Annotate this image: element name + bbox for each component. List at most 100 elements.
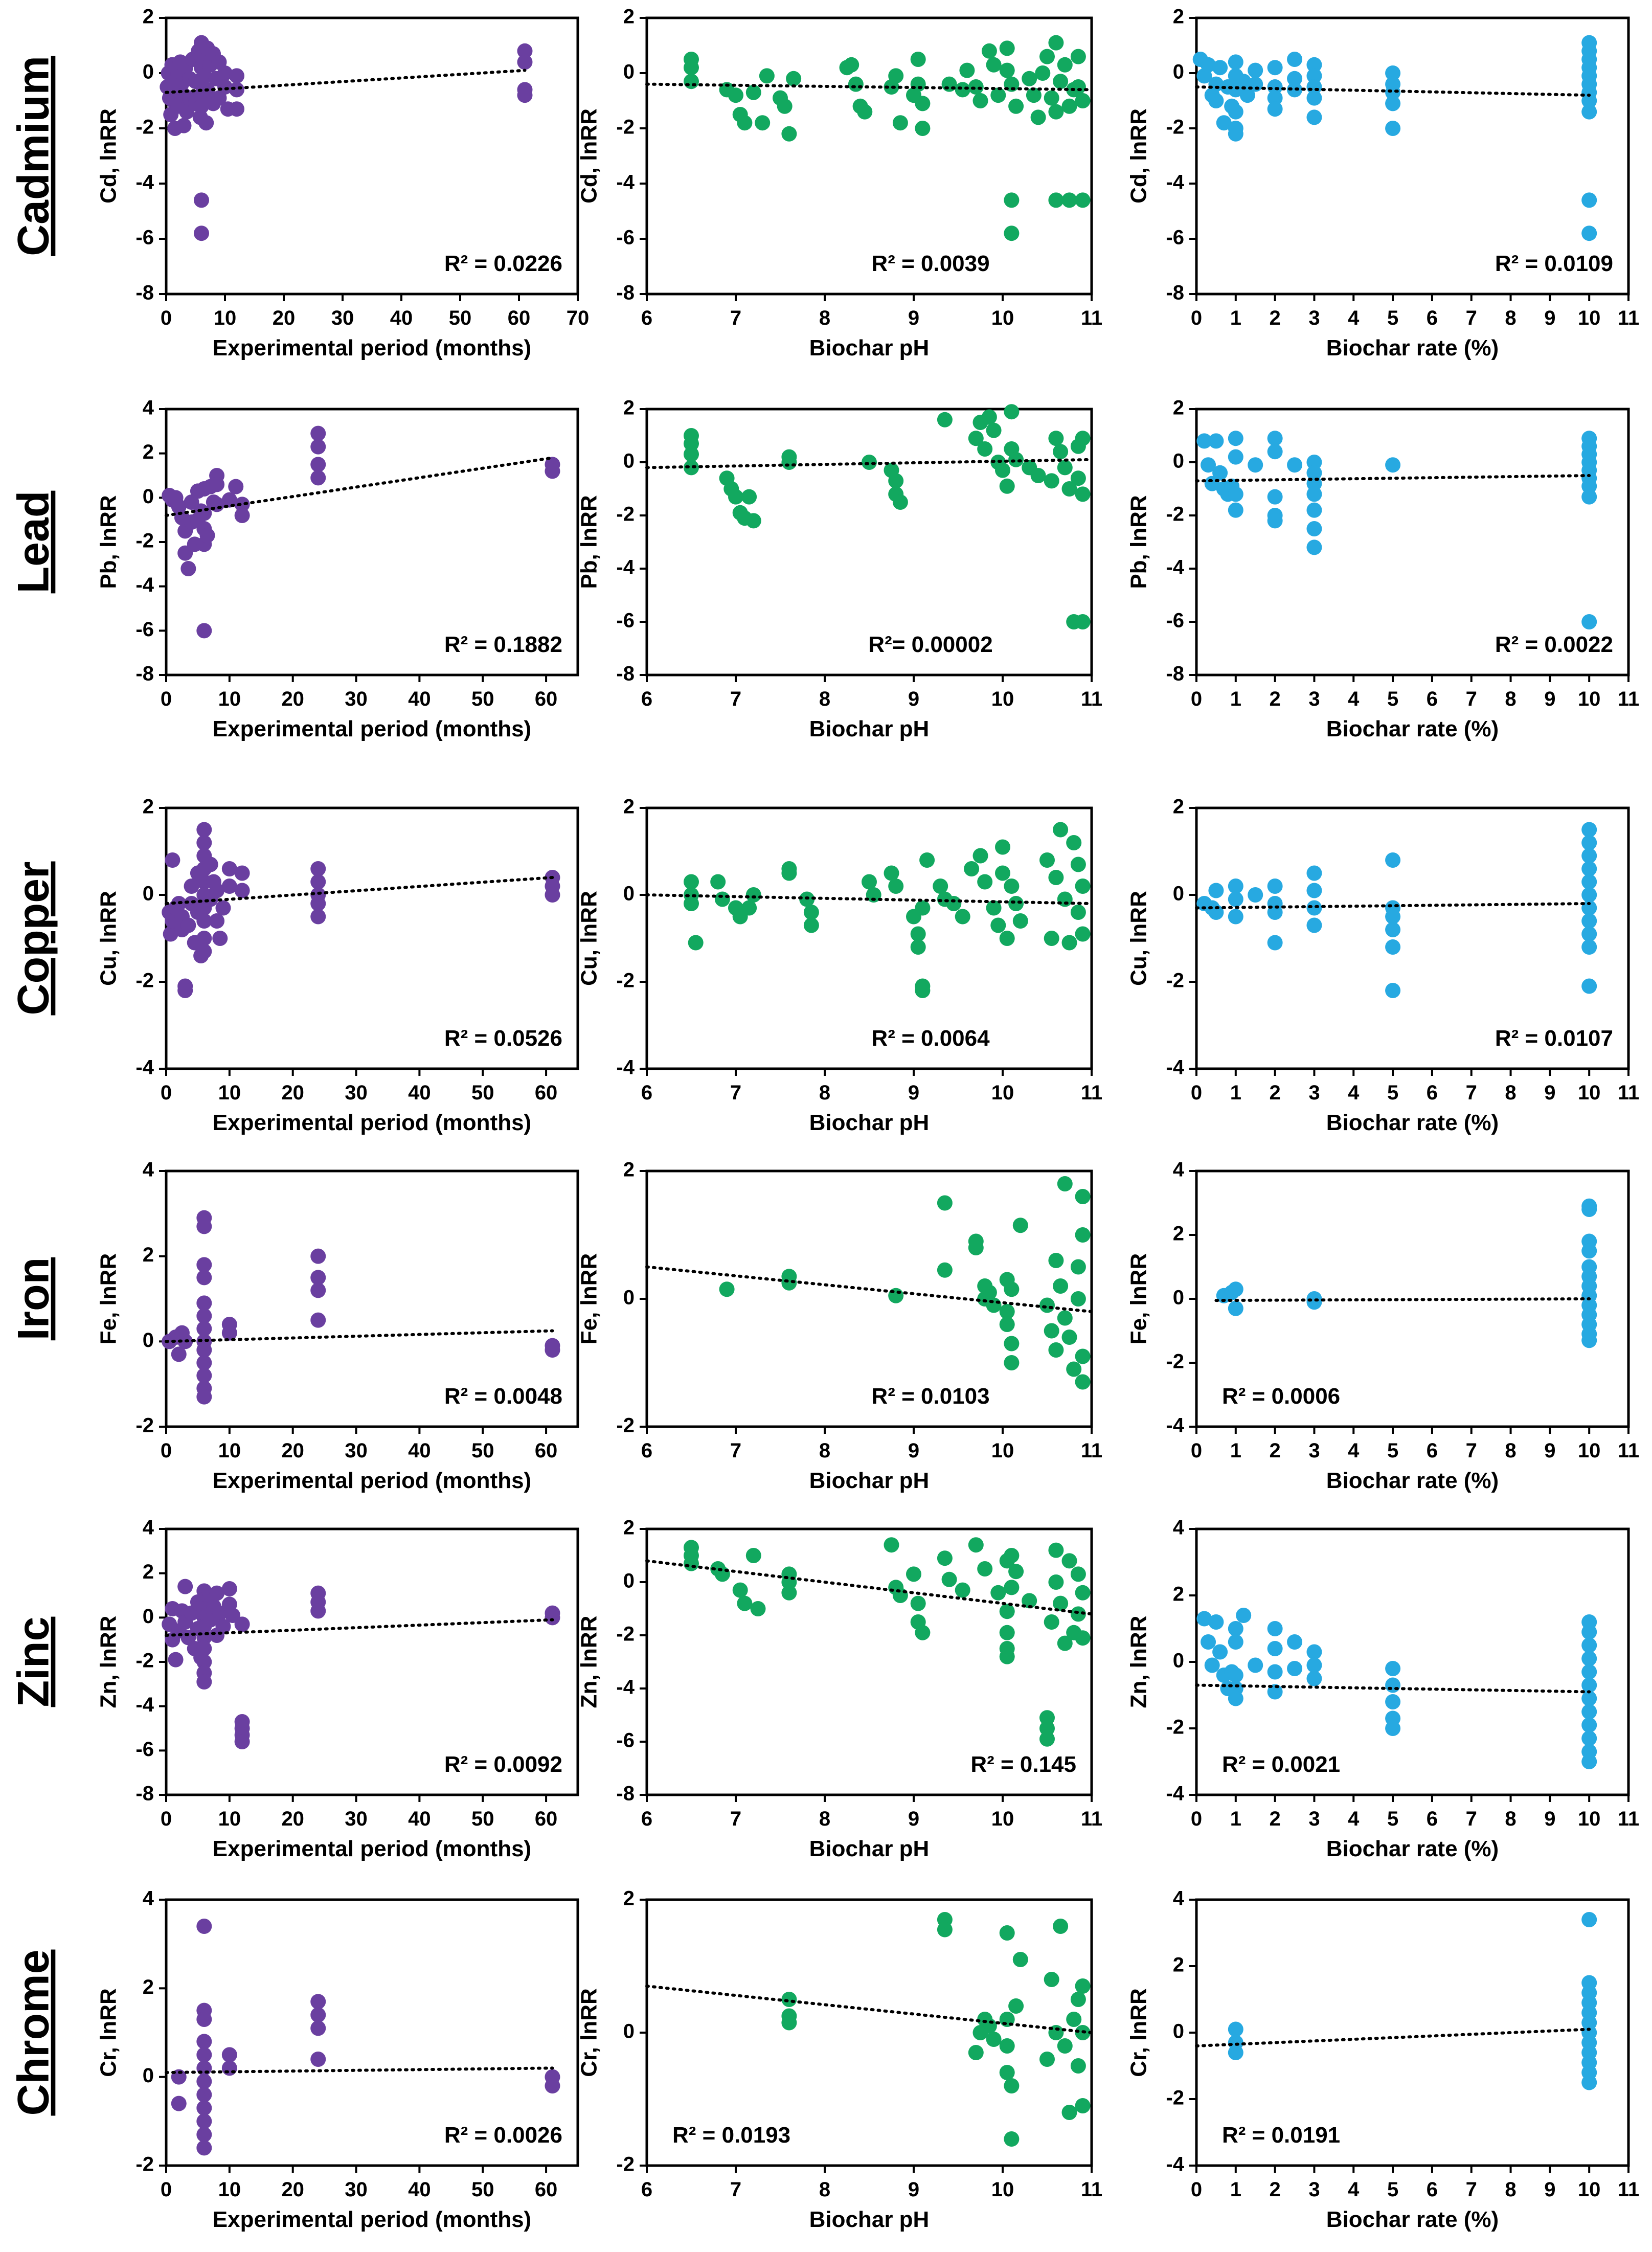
x-tick-label: 6 <box>1427 2178 1438 2201</box>
data-point <box>1267 60 1283 76</box>
data-point <box>710 874 726 890</box>
data-point <box>1008 1564 1024 1580</box>
r-squared-label: R² = 0.0109 <box>1495 251 1613 276</box>
data-point <box>999 1925 1015 1941</box>
panel-rate: 2 0 -2 -4 0 1 2 3 4 5 6 7 8 9 10 11 Biochar rate (%) Cu, … <box>1126 796 1640 1135</box>
data-point <box>1228 1621 1243 1636</box>
x-tick-label: 5 <box>1387 307 1398 329</box>
data-point <box>1306 502 1322 518</box>
data-point <box>196 1641 212 1656</box>
data-point <box>1581 489 1597 505</box>
y-tick-label: -6 <box>616 1729 635 1752</box>
y-tick-label: -2 <box>616 116 635 139</box>
data-point <box>221 861 237 876</box>
x-tick-label: 2 <box>1270 307 1281 329</box>
data-point <box>209 883 225 898</box>
data-point <box>194 192 209 208</box>
y-tick-label: 2 <box>1173 1954 1184 1976</box>
data-point <box>759 68 775 84</box>
data-point <box>1039 2052 1055 2067</box>
y-tick-label: -4 <box>135 171 154 194</box>
panel-ph: 2 0 -2 -4 6 7 8 9 10 11 Biochar pH Cu, lnRR R² = 0.0… <box>577 796 1103 1135</box>
x-tick-label: 10 <box>1578 688 1601 710</box>
r-squared-label: R² = 0.0006 <box>1222 1384 1340 1409</box>
r-squared-label: R² = 0.0103 <box>871 1384 989 1409</box>
data-point <box>1581 978 1597 994</box>
data-point <box>781 865 797 881</box>
y-tick-label: 0 <box>623 1287 635 1309</box>
data-point <box>171 2096 187 2111</box>
y-tick-label: -4 <box>135 1694 154 1716</box>
data-point <box>1306 57 1322 73</box>
data-point <box>968 1233 984 1249</box>
x-tick-label: 10 <box>218 1439 241 1462</box>
data-point <box>781 1275 797 1291</box>
data-point <box>234 865 250 881</box>
data-point <box>728 489 743 505</box>
x-tick-label: 50 <box>449 307 472 329</box>
trend-line <box>645 893 1093 905</box>
data-point <box>1581 874 1597 890</box>
data-point <box>741 900 757 916</box>
data-point <box>196 2074 212 2089</box>
r-squared-label: R² = 0.1882 <box>444 632 562 657</box>
x-tick-label: 10 <box>218 1082 241 1104</box>
y-tick-label: -4 <box>1166 1056 1184 1079</box>
x-tick-label: 3 <box>1308 2178 1320 2201</box>
r-squared-label: R² = 0.0048 <box>444 1384 562 1409</box>
y-tick-label: 2 <box>1173 796 1184 818</box>
x-tick-label: 11 <box>1081 1808 1102 1830</box>
row-title: Cadmium <box>9 56 58 256</box>
data-point <box>196 1389 212 1405</box>
data-point <box>1228 1668 1243 1683</box>
data-point <box>1212 1644 1228 1660</box>
data-point <box>732 1582 748 1598</box>
data-point <box>915 121 931 136</box>
data-point <box>1287 52 1303 67</box>
x-tick-label: 0 <box>161 1808 172 1830</box>
data-point <box>1057 1176 1073 1191</box>
x-tick-label: 9 <box>908 1808 919 1830</box>
y-tick-label: -4 <box>1166 556 1184 579</box>
data-point <box>1385 852 1401 868</box>
data-point <box>1581 1717 1597 1733</box>
x-tick-label: 8 <box>819 1439 830 1462</box>
data-point <box>310 1270 326 1286</box>
x-tick-label: 40 <box>408 2178 431 2201</box>
data-point <box>986 900 1002 916</box>
data-point <box>1075 431 1091 446</box>
data-point <box>196 623 212 639</box>
y-tick-label: 0 <box>143 485 154 508</box>
data-point <box>946 896 962 911</box>
r-squared-label: R² = 0.0107 <box>1495 1026 1613 1051</box>
data-point <box>862 874 877 890</box>
data-point <box>1581 900 1597 916</box>
x-tick-label: 4 <box>1348 2178 1360 2201</box>
data-point <box>196 2047 212 2063</box>
data-point <box>202 857 218 872</box>
data-point <box>310 470 326 486</box>
data-point <box>1053 74 1069 89</box>
data-point <box>1228 126 1243 142</box>
data-point <box>229 101 244 117</box>
data-point <box>910 76 926 92</box>
data-point <box>1267 79 1283 95</box>
data-point <box>719 1281 735 1297</box>
x-axis-label: Experimental period (months) <box>213 335 531 361</box>
data-point <box>196 1270 212 1286</box>
data-point <box>1228 891 1243 907</box>
trend-line <box>165 876 554 905</box>
data-point <box>177 1579 193 1594</box>
data-point <box>1026 87 1042 103</box>
y-tick-label: -6 <box>135 227 154 249</box>
data-point <box>915 96 931 111</box>
trend-line <box>1195 1683 1591 1694</box>
data-point <box>892 115 908 131</box>
trend-line <box>645 82 1093 92</box>
data-point <box>888 1288 904 1303</box>
data-point <box>1306 883 1322 898</box>
plot-frame <box>645 408 1093 677</box>
x-tick-label: 40 <box>408 1082 431 1104</box>
